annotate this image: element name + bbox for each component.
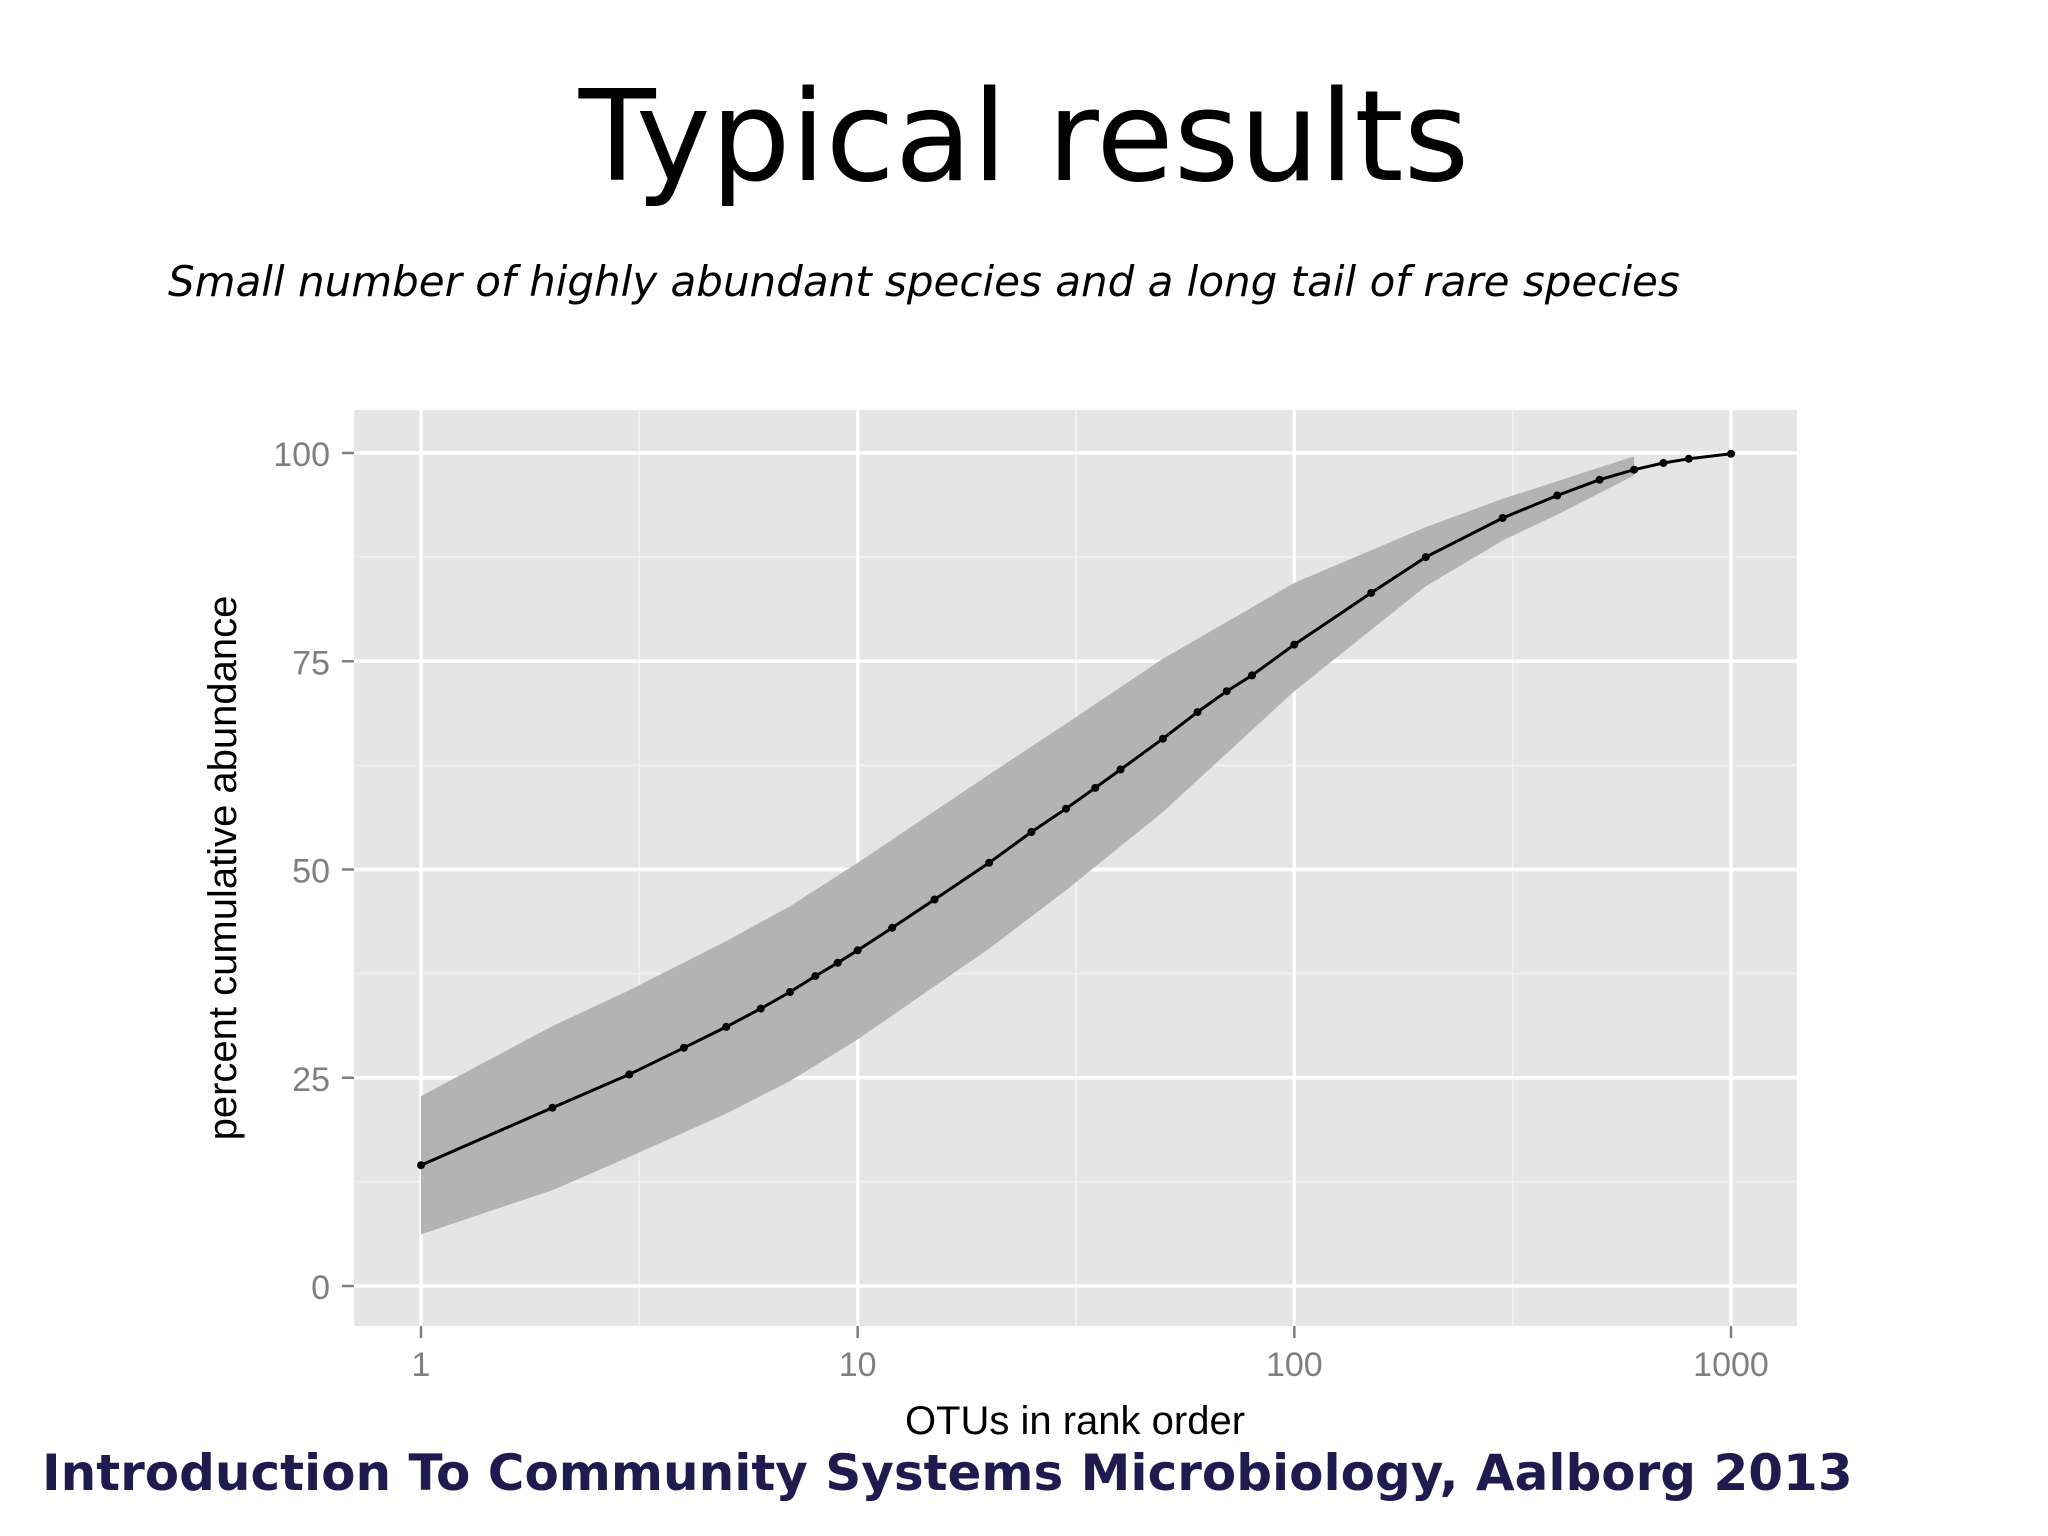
data-point <box>853 946 862 955</box>
data-point <box>1367 588 1376 597</box>
data-point <box>1290 640 1299 649</box>
data-point <box>1659 459 1668 467</box>
data-point <box>1553 491 1562 500</box>
data-point <box>1684 454 1693 463</box>
data-point <box>985 858 994 867</box>
data-point <box>1062 804 1070 813</box>
x-tick-label: 1000 <box>1693 1346 1769 1384</box>
data-point <box>1727 449 1735 458</box>
footer-text: Introduction To Community Systems Microb… <box>42 1444 1853 1502</box>
y-tick-label: 100 <box>273 436 330 474</box>
data-point <box>930 895 939 904</box>
confidence-ribbon <box>421 456 1635 1235</box>
data-point <box>811 972 820 981</box>
data-point <box>417 1161 425 1170</box>
data-point <box>1158 734 1167 743</box>
data-point <box>548 1103 557 1112</box>
data-point <box>1421 553 1430 562</box>
data-point <box>1222 687 1231 696</box>
series-points <box>417 449 1735 1170</box>
x-tick-label: 10 <box>839 1346 877 1384</box>
y-axis-title: percent cumulative abundance <box>201 596 245 1141</box>
data-point <box>1630 465 1639 474</box>
y-tick-label: 50 <box>292 853 330 891</box>
slide-title: Typical results <box>578 63 1470 210</box>
y-axis-ticks: 0 25 50 75 100 <box>273 436 354 1307</box>
slide-subtitle: Small number of highly abundant species … <box>168 257 1680 306</box>
data-point <box>833 958 842 967</box>
data-point <box>1498 514 1507 522</box>
x-tick-label: 100 <box>1266 1346 1323 1384</box>
data-point <box>1248 671 1256 680</box>
x-tick-label: 1 <box>412 1346 431 1384</box>
y-tick-label: 0 <box>311 1269 330 1307</box>
x-axis-title: OTUs in rank order <box>905 1399 1245 1443</box>
x-axis-ticks: 1 10 100 1000 <box>412 1326 1769 1384</box>
data-point <box>722 1022 731 1031</box>
data-point <box>1116 765 1125 774</box>
data-point <box>756 1004 765 1013</box>
data-point <box>679 1043 688 1052</box>
data-point <box>1091 783 1100 792</box>
data-point <box>1595 475 1604 484</box>
data-point <box>888 923 897 932</box>
data-point <box>1027 828 1036 836</box>
data-point <box>786 988 794 996</box>
y-tick-label: 75 <box>292 644 330 682</box>
data-point <box>1193 708 1202 717</box>
minor-gridlines <box>354 410 1797 1326</box>
data-point <box>625 1070 634 1079</box>
y-tick-label: 25 <box>292 1061 330 1099</box>
